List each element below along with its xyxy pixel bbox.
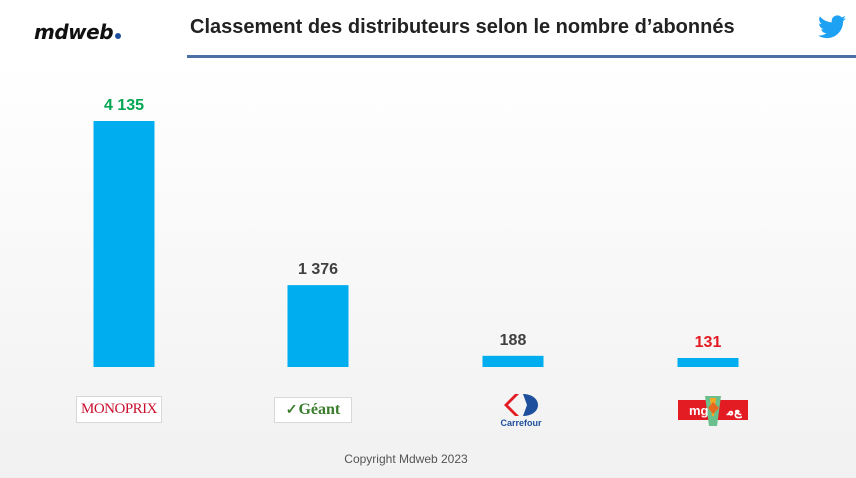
monoprix-logo: MONOPRIX xyxy=(76,396,162,423)
geant-leaf-icon: ✓ xyxy=(285,402,298,418)
bar-monoprix xyxy=(93,121,155,367)
geant-logo-text: Géant xyxy=(298,401,341,418)
data-label-geant: 1 376 xyxy=(298,261,338,278)
mg-mark-icon: mg ﻊﻣ xyxy=(678,396,748,426)
brand-dot xyxy=(115,33,122,39)
data-label-carrefour: 188 xyxy=(500,332,527,349)
carrefour-mark-icon xyxy=(504,394,538,416)
carrefour-logo-text: Carrefour xyxy=(500,418,542,428)
data-label-mg: 131 xyxy=(695,334,722,351)
bar-carrefour xyxy=(482,355,544,367)
carrefour-logo: Carrefour xyxy=(492,392,550,430)
data-label-monoprix: 4 135 xyxy=(104,97,144,114)
copyright-text: Copyright Mdweb 2023 xyxy=(344,452,468,466)
bar-geant xyxy=(287,285,349,367)
twitter-bird-icon[interactable] xyxy=(818,15,846,39)
page-title: Classement des distributeurs selon le no… xyxy=(190,16,735,38)
monoprix-logo-text: MONOPRIX xyxy=(80,401,158,417)
geant-logo: ✓ Géant xyxy=(274,397,352,423)
bar-mg xyxy=(677,358,739,367)
mg-logo-text: mg xyxy=(689,403,709,418)
mg-logo: mg ﻊﻣ xyxy=(677,392,749,428)
mg-logo-glyph: ﻊﻣ xyxy=(726,403,742,419)
mdweb-logo: mdweb xyxy=(34,20,122,44)
title-underline xyxy=(187,55,856,58)
brand-text: mdweb xyxy=(34,20,114,44)
